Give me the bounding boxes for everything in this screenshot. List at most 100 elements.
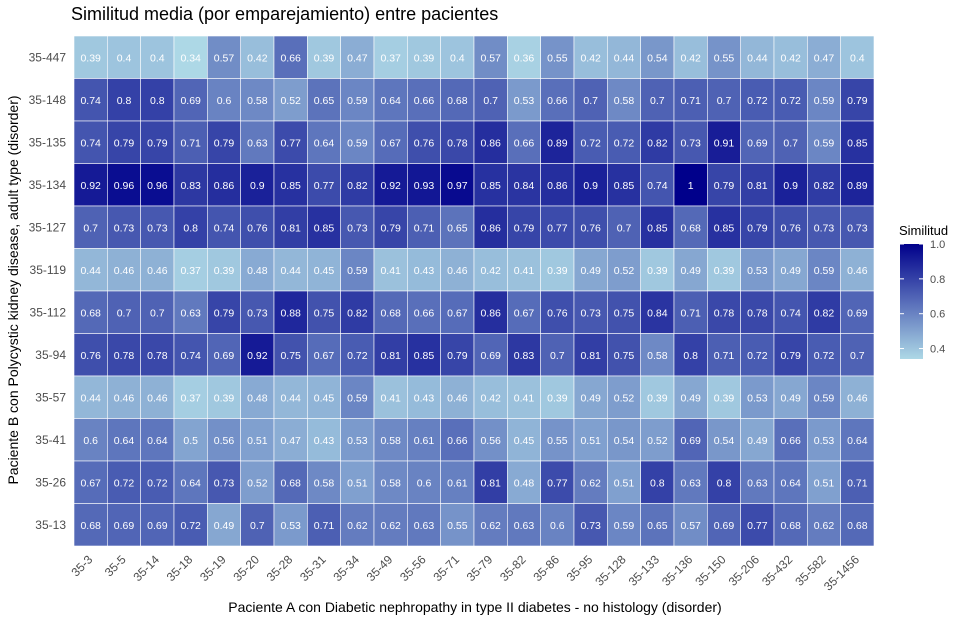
cell-value-label: 0.72 <box>614 137 635 149</box>
cell-value-label: 0.66 <box>414 95 435 107</box>
cell-value-label: 0.72 <box>180 520 201 532</box>
cell-value-label: 0.39 <box>714 392 735 404</box>
y-tick-label: 35-13 <box>35 518 66 532</box>
heatmap-cell <box>840 35 875 79</box>
heatmap-cell <box>207 503 241 547</box>
cell-value-label: 0.8 <box>150 95 165 107</box>
heatmap-cell <box>573 460 608 504</box>
cell-value-label: 0.86 <box>480 222 501 234</box>
heatmap-cell <box>740 503 775 547</box>
cell-value-label: 0.51 <box>614 477 635 489</box>
cell-value-label: 0.58 <box>380 477 401 489</box>
heatmap-cell <box>807 78 841 122</box>
cell-value-label: 0.82 <box>647 137 668 149</box>
cell-value-label: 0.72 <box>814 350 835 362</box>
heatmap-cell <box>707 120 741 164</box>
heatmap-cell <box>273 503 308 547</box>
x-tick-label: 35-71 <box>430 552 462 584</box>
heatmap-cell <box>707 35 741 79</box>
cell-value-label: 0.54 <box>714 435 735 447</box>
heatmap-cell <box>340 418 375 462</box>
heatmap-cell <box>207 333 241 377</box>
cell-value-label: 0.6 <box>550 520 565 532</box>
cell-value-label: 0.76 <box>580 222 601 234</box>
legend-title: Similitud <box>899 223 948 238</box>
heatmap-cell <box>307 248 341 292</box>
cell-value-label: 0.7 <box>483 95 498 107</box>
heatmap-cell <box>407 333 441 377</box>
cell-value-label: 0.46 <box>447 265 468 277</box>
cell-value-label: 0.69 <box>214 350 235 362</box>
cell-value-label: 0.46 <box>147 265 168 277</box>
heatmap-cell <box>240 205 275 249</box>
heatmap-cell <box>107 35 141 79</box>
cell-value-label: 0.82 <box>347 307 368 319</box>
cell-value-label: 0.85 <box>714 222 735 234</box>
heatmap-cell <box>573 120 608 164</box>
cell-value-label: 0.52 <box>614 265 635 277</box>
heatmap-cell <box>73 290 108 334</box>
y-tick-label: 35-119 <box>30 263 67 277</box>
heatmap-cell <box>240 248 275 292</box>
heatmap-cell <box>140 205 175 249</box>
heatmap-cell <box>173 503 208 547</box>
cell-value-label: 0.96 <box>147 180 168 192</box>
cell-value-label: 0.85 <box>847 137 868 149</box>
cell-value-label: 0.41 <box>380 392 401 404</box>
cell-value-label: 0.78 <box>747 307 768 319</box>
cell-value-label: 0.58 <box>647 350 668 362</box>
cell-value-label: 0.86 <box>214 180 235 192</box>
heatmap-cell <box>673 248 708 292</box>
x-tick-label: 35-31 <box>297 552 329 584</box>
cell-value-label: 0.6 <box>217 95 232 107</box>
heatmap-cell <box>373 35 408 79</box>
heatmap-cell <box>473 163 508 207</box>
cell-value-label: 0.56 <box>480 435 501 447</box>
heatmap-cell <box>507 248 541 292</box>
heatmap-cell <box>273 418 308 462</box>
cell-value-label: 0.84 <box>514 180 535 192</box>
heatmap-cell <box>340 163 375 207</box>
cell-value-label: 0.62 <box>380 520 401 532</box>
x-tick-label: 35-133 <box>626 552 663 589</box>
heatmap-cell <box>207 460 241 504</box>
heatmap-cell <box>807 35 841 79</box>
legend-ticks: 1.0 0.8 0.6 0.4 <box>900 239 945 356</box>
heatmap-cell <box>273 205 308 249</box>
cell-value-label: 0.4 <box>117 52 132 64</box>
heatmap-cell <box>407 120 441 164</box>
heatmap-cell <box>207 163 241 207</box>
heatmap-cell <box>240 503 275 547</box>
cell-value-label: 0.55 <box>547 435 568 447</box>
heatmap-cell <box>773 248 808 292</box>
cell-value-label: 0.39 <box>314 52 335 64</box>
heatmap-cell <box>440 460 475 504</box>
heatmap-cell <box>407 503 441 547</box>
heatmap-cell <box>640 248 675 292</box>
cell-value-label: 0.44 <box>614 52 635 64</box>
heatmap-cell <box>107 503 141 547</box>
heatmap-cell <box>807 205 841 249</box>
heatmap-cell <box>340 460 375 504</box>
y-axis-tick-labels: 35-447 35-148 35-135 35-134 35-127 35-119 35-1… <box>29 50 67 532</box>
cell-value-label: 0.42 <box>247 52 268 64</box>
heatmap-cell <box>373 460 408 504</box>
x-tick-label: 35-150 <box>692 552 729 589</box>
heatmap-cell <box>273 375 308 419</box>
cell-value-label: 0.92 <box>380 180 401 192</box>
cell-value-label: 0.83 <box>180 180 201 192</box>
cell-value-label: 0.56 <box>214 435 235 447</box>
cell-value-label: 0.58 <box>247 95 268 107</box>
heatmap-cell <box>107 290 141 334</box>
heatmap-cell <box>373 290 408 334</box>
heatmap-cell <box>640 120 675 164</box>
cell-value-label: 0.49 <box>214 520 235 532</box>
cell-value-label: 0.66 <box>414 307 435 319</box>
y-tick-label: 35-134 <box>29 178 67 192</box>
cell-value-label: 0.58 <box>314 477 335 489</box>
cell-value-label: 0.64 <box>147 435 168 447</box>
heatmap-cell <box>640 375 675 419</box>
x-tick-label: 35-34 <box>330 552 362 584</box>
cell-value-label: 0.69 <box>114 520 135 532</box>
cell-value-label: 0.49 <box>680 265 701 277</box>
